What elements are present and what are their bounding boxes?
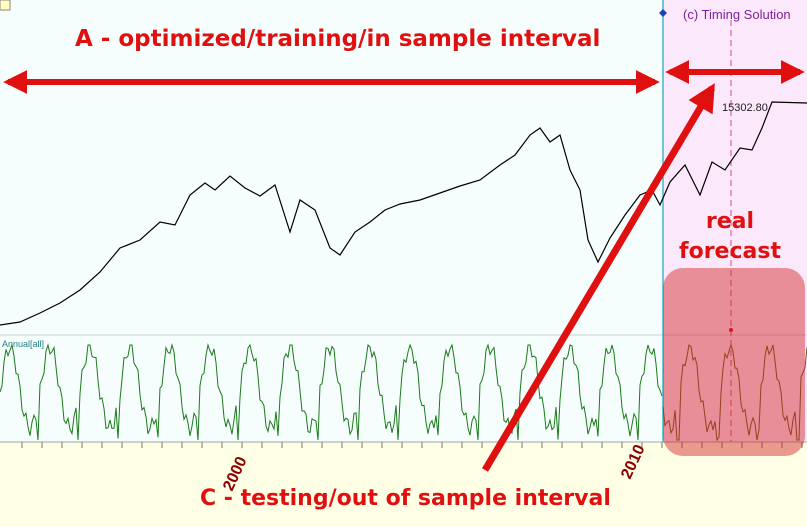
annotation-real: real [706, 209, 754, 234]
annotation-a: A - optimized/training/in sample interva… [75, 26, 600, 52]
annotation-c: C - testing/out of sample interval [200, 486, 611, 511]
copyright: (c) Timing Solution [683, 7, 791, 22]
annotation-forecast: forecast [679, 239, 781, 264]
indicator-label: Annual[all] [2, 339, 44, 349]
split-handle[interactable] [659, 9, 667, 17]
time-ticks [21, 442, 803, 448]
forecast-highlight [663, 268, 805, 456]
indicator-forecast [662, 343, 807, 442]
marker-dot [729, 328, 733, 332]
arrow-c [481, 83, 716, 472]
time-axis-band [0, 442, 807, 527]
indicator-line [0, 343, 663, 441]
price-label: 15302.80 [722, 102, 768, 114]
corner-button[interactable] [0, 0, 11, 11]
indicator [0, 343, 807, 442]
price-line [0, 101, 807, 326]
